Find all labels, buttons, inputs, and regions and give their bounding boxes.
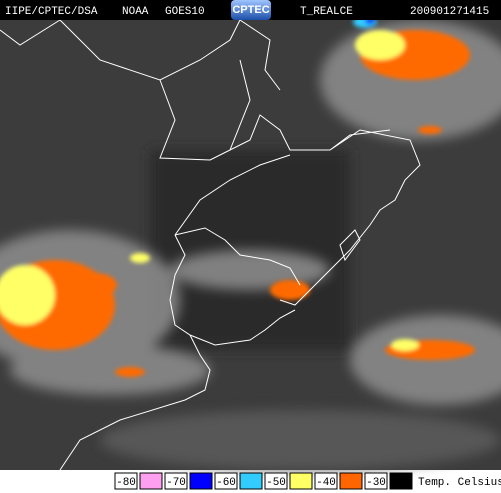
legend-label-box (114, 472, 138, 490)
legend-label-box (264, 472, 288, 490)
legend-label-box (364, 472, 388, 490)
legend-unit: Temp. Celsius (418, 477, 501, 489)
legend-label: -60 (216, 477, 236, 489)
legend-label-box (164, 472, 188, 490)
legend-label: -30 (366, 477, 386, 489)
legend-swatch (289, 472, 313, 490)
sensor: GOES10 (165, 6, 205, 18)
logo-badge (231, 0, 271, 20)
legend-swatch (189, 472, 213, 490)
logo: CPTEC (232, 4, 269, 16)
satellite: NOAA (122, 6, 149, 18)
legend-label-box (314, 472, 338, 490)
legend-swatch (389, 472, 413, 490)
legend-swatch (139, 472, 163, 490)
legend: -80 -70 -60 -50 -40 -30 Temp. Celsius (114, 472, 501, 490)
legend-label: -80 (116, 477, 136, 489)
legend-swatch (339, 472, 363, 490)
legend-label: -70 (166, 477, 186, 489)
legend-label-box (214, 472, 238, 490)
legend-label: -50 (266, 477, 286, 489)
legend-label: -40 (316, 477, 336, 489)
borders (0, 19, 421, 471)
agency: IIPE/CPTEC/DSA (5, 6, 98, 18)
product: T_REALCE (300, 6, 353, 18)
legend-swatch (239, 472, 263, 490)
timestamp: 200901271415 (410, 6, 489, 18)
satellite-image (0, 16, 501, 471)
